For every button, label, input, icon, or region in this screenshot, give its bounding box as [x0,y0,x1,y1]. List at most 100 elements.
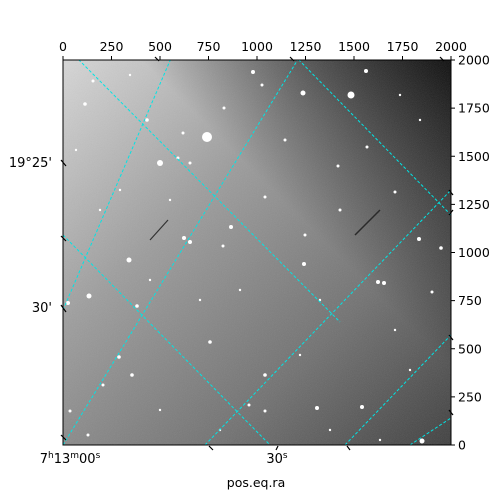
star [315,406,319,410]
star [135,304,139,308]
dec-label-30: 30' [32,301,52,316]
star [176,156,180,160]
grid-line [409,417,451,445]
top-tick-label: 250 [100,39,124,54]
world-tick [448,209,454,216]
star [398,93,402,97]
world-tick [60,235,67,242]
star [338,208,342,212]
star [418,118,422,122]
top-tick-label: 1750 [387,39,419,54]
right-tick-label: 250 [458,389,482,404]
top-tick-label: 1250 [290,39,322,54]
world-tick [439,56,445,62]
grid-line [63,60,299,445]
star [66,301,70,305]
star [198,298,202,302]
star [419,438,425,444]
star [86,433,90,437]
right-pixel-axis: 0 250 500 750 1000 1250 1500 1750 2000 [451,53,490,453]
star [360,405,364,409]
star [393,190,397,194]
star [336,164,340,168]
top-tick-label: 1500 [338,39,370,54]
world-tick [275,445,279,451]
star [378,438,382,442]
world-tick [60,304,67,313]
star [68,409,72,413]
star [158,408,162,412]
star [74,148,78,152]
world-tick [60,434,67,441]
star [365,145,369,149]
star [302,262,306,266]
top-tick-label: 2000 [435,39,467,54]
star [382,281,386,285]
star [145,118,149,122]
star [328,428,332,432]
star [157,160,163,166]
right-tick-label: 750 [458,293,482,308]
sky-image [63,60,451,445]
star [430,290,434,294]
star [222,106,226,110]
right-tick-label: 1000 [458,245,490,260]
star [251,70,255,74]
star [126,257,132,263]
world-tick [60,159,67,167]
star [439,246,443,250]
star [188,161,192,165]
star [408,368,412,372]
top-tick-label: 500 [148,39,172,54]
star [318,298,322,302]
star [118,188,122,192]
world-tick [346,445,351,451]
ra-label-7h13m00s: 7h13m00s [40,451,101,467]
world-coordinate-ticks [60,56,454,451]
star [83,102,87,106]
star [182,236,186,240]
star [263,409,267,413]
grid-line [63,234,271,445]
right-tick-label: 1750 [458,101,490,116]
star [300,90,306,96]
star [347,91,355,99]
star [188,240,192,244]
right-tick-label: 500 [458,341,482,356]
world-tick [154,56,160,62]
x-axis-label: pos.eq.ra [227,475,285,490]
star [229,225,233,229]
top-tick-label: 750 [197,39,221,54]
star [221,244,225,248]
star [86,293,92,299]
grid-line [78,60,341,323]
world-tick [289,56,295,62]
star [263,195,267,199]
star [128,73,132,77]
star [417,237,421,241]
star [376,280,380,284]
star [247,403,251,407]
world-tick [208,445,214,451]
stars-layer [66,69,443,444]
star [263,373,267,377]
star [91,79,95,83]
grid-line [204,189,451,445]
right-tick-label: 1500 [458,149,490,164]
star [260,83,264,87]
top-tick-label: 1000 [241,39,273,54]
world-tick [448,189,454,196]
star [168,198,172,202]
star [283,138,287,142]
star [364,69,368,73]
star [298,353,302,357]
star [393,328,397,332]
star [101,383,105,387]
world-tick [448,409,454,416]
star [202,132,212,142]
coordinate-grid [63,60,451,445]
ra-label-30s: 30s [266,451,288,467]
satellite-streak [354,209,381,236]
right-tick-label: 2000 [458,53,490,68]
